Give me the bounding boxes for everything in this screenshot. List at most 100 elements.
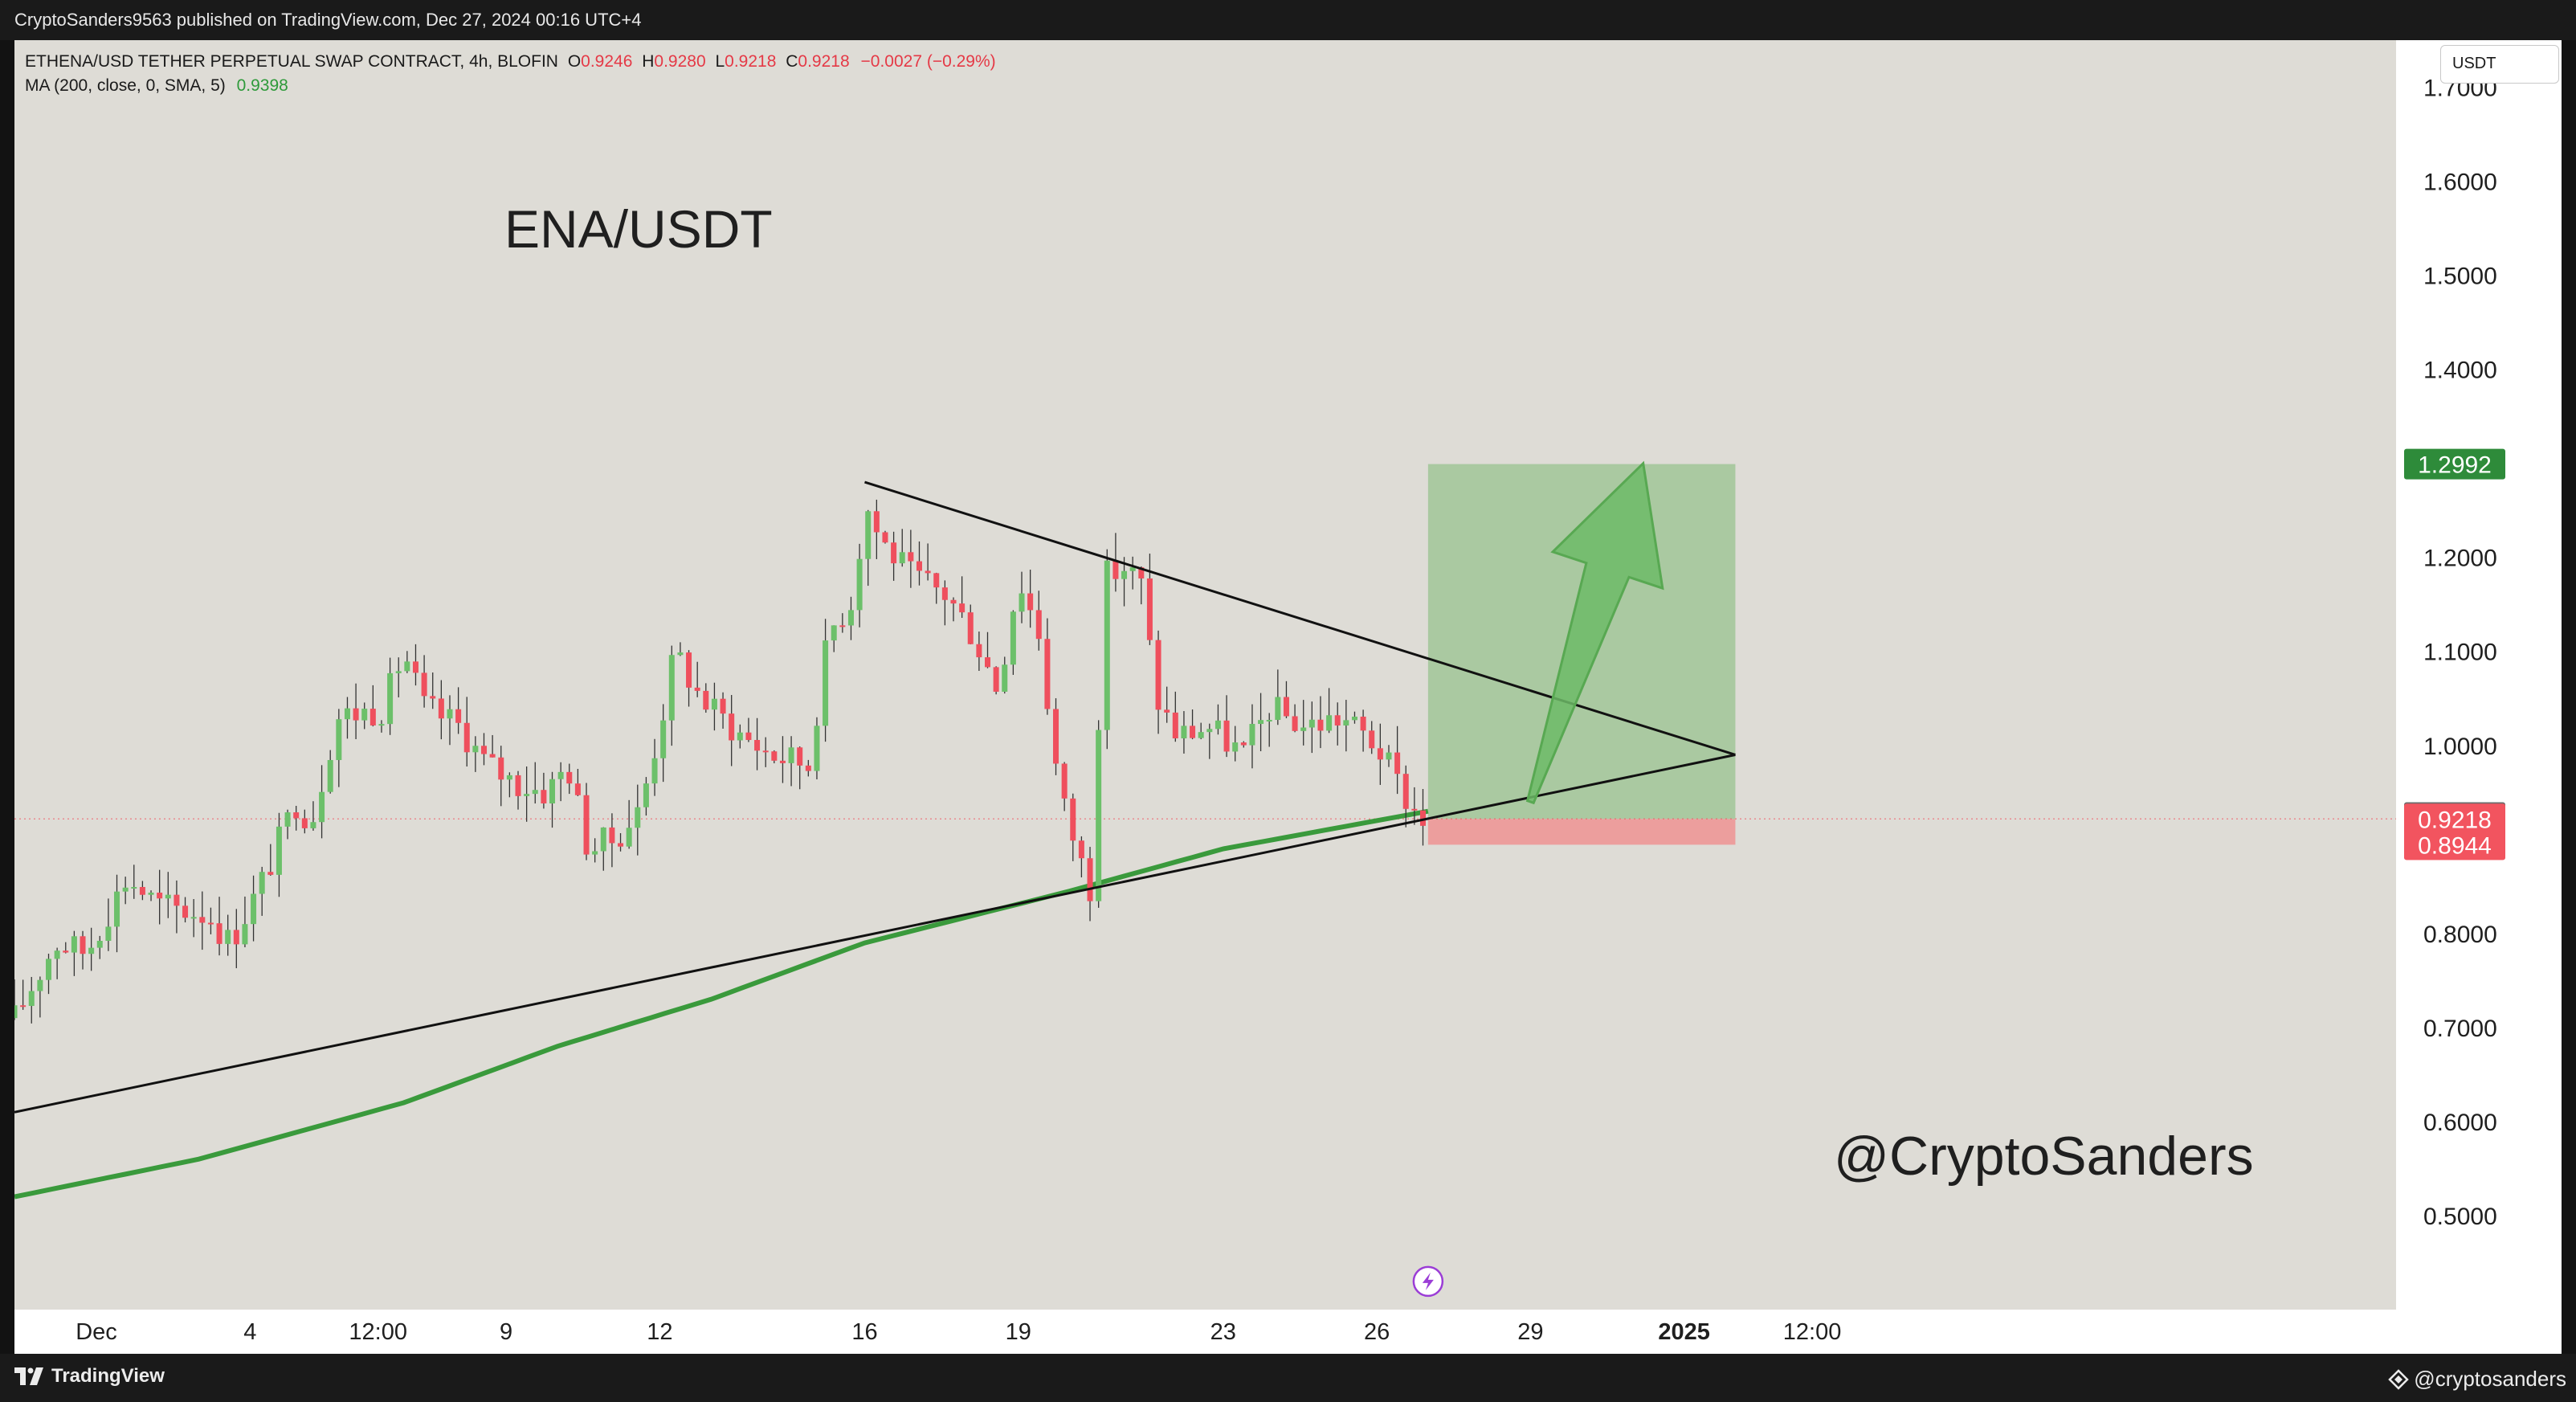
- candle[interactable]: [259, 872, 265, 894]
- candle[interactable]: [489, 754, 496, 758]
- candle[interactable]: [498, 757, 504, 780]
- candle[interactable]: [430, 696, 436, 699]
- candle[interactable]: [626, 828, 632, 847]
- candle[interactable]: [1096, 730, 1102, 901]
- candle[interactable]: [831, 625, 837, 641]
- support-trendline[interactable]: [14, 754, 1736, 1114]
- candle[interactable]: [1112, 560, 1119, 579]
- candle[interactable]: [541, 790, 547, 803]
- candle[interactable]: [745, 732, 752, 741]
- candle[interactable]: [524, 794, 530, 796]
- candle[interactable]: [251, 893, 257, 925]
- candle[interactable]: [1343, 720, 1349, 726]
- candle[interactable]: [754, 740, 761, 751]
- candle[interactable]: [549, 779, 556, 803]
- candle[interactable]: [882, 532, 888, 543]
- candle[interactable]: [574, 783, 581, 795]
- candle[interactable]: [847, 610, 854, 626]
- candle[interactable]: [805, 765, 811, 771]
- candle[interactable]: [762, 750, 769, 753]
- candle[interactable]: [225, 930, 231, 944]
- candle[interactable]: [668, 655, 675, 721]
- candle[interactable]: [207, 922, 214, 925]
- ma200-line[interactable]: [14, 808, 1429, 1200]
- candle[interactable]: [319, 791, 325, 823]
- candle[interactable]: [651, 758, 658, 784]
- candle[interactable]: [310, 822, 316, 828]
- candle[interactable]: [361, 709, 368, 721]
- candle[interactable]: [635, 807, 641, 828]
- candle[interactable]: [216, 923, 222, 944]
- candle[interactable]: [1232, 742, 1239, 752]
- candle[interactable]: [618, 843, 624, 847]
- candle[interactable]: [1087, 858, 1093, 901]
- candle[interactable]: [336, 719, 342, 760]
- candle[interactable]: [71, 936, 77, 953]
- candle[interactable]: [703, 690, 709, 710]
- candle[interactable]: [96, 941, 103, 948]
- candle[interactable]: [873, 511, 880, 533]
- candle[interactable]: [353, 708, 359, 721]
- price-chart[interactable]: ENA/USDT@CryptoSanders1.70001.60001.5000…: [14, 40, 2562, 1354]
- candle[interactable]: [344, 708, 350, 720]
- candle[interactable]: [276, 826, 282, 875]
- candle[interactable]: [1019, 593, 1025, 612]
- candle[interactable]: [1070, 798, 1076, 841]
- candle[interactable]: [293, 812, 300, 819]
- candle[interactable]: [1292, 716, 1298, 731]
- candle[interactable]: [1155, 640, 1161, 710]
- candle[interactable]: [1181, 726, 1187, 738]
- candle[interactable]: [1377, 748, 1383, 760]
- candle[interactable]: [566, 771, 573, 784]
- candle[interactable]: [694, 687, 700, 691]
- candle[interactable]: [506, 775, 512, 780]
- candle[interactable]: [771, 751, 778, 761]
- candle[interactable]: [1172, 712, 1178, 738]
- candle[interactable]: [122, 887, 129, 892]
- candle[interactable]: [1394, 752, 1401, 775]
- candle[interactable]: [28, 991, 35, 1007]
- candle[interactable]: [88, 947, 95, 954]
- candle[interactable]: [1206, 729, 1213, 733]
- stop-zone[interactable]: [1427, 819, 1736, 845]
- author-handle[interactable]: @cryptosanders: [2388, 1367, 2566, 1392]
- candle[interactable]: [1283, 697, 1289, 717]
- candle[interactable]: [54, 950, 60, 959]
- candle[interactable]: [933, 573, 940, 588]
- chart-panel[interactable]: ENA/USDT @CryptoSanders 1.7000 1.6000 1.5000…: [14, 40, 2562, 1354]
- tradingview-brand[interactable]: TradingView: [14, 1365, 165, 1388]
- bullish-arrow[interactable]: [1525, 460, 1664, 805]
- candle[interactable]: [1240, 742, 1247, 746]
- candle[interactable]: [472, 746, 479, 753]
- candle[interactable]: [182, 905, 189, 918]
- candle[interactable]: [1369, 730, 1375, 749]
- candle[interactable]: [677, 652, 684, 656]
- candle[interactable]: [779, 760, 786, 763]
- candle[interactable]: [737, 732, 743, 741]
- candle[interactable]: [856, 558, 863, 611]
- candle[interactable]: [976, 644, 982, 658]
- candle[interactable]: [438, 698, 444, 719]
- candle[interactable]: [1351, 716, 1357, 721]
- candle[interactable]: [1223, 720, 1230, 752]
- candle[interactable]: [1121, 570, 1128, 579]
- candle[interactable]: [583, 795, 590, 855]
- candle[interactable]: [14, 1005, 18, 1019]
- candle[interactable]: [378, 724, 385, 726]
- candle[interactable]: [1360, 716, 1366, 731]
- candle[interactable]: [993, 667, 999, 692]
- candle[interactable]: [720, 698, 726, 714]
- candle[interactable]: [1249, 724, 1255, 746]
- candle[interactable]: [1317, 719, 1324, 731]
- resistance-trendline[interactable]: [864, 480, 1736, 756]
- candle[interactable]: [891, 542, 897, 564]
- candle[interactable]: [1308, 719, 1315, 728]
- candle[interactable]: [916, 561, 922, 571]
- candle[interactable]: [447, 709, 453, 719]
- candle[interactable]: [369, 709, 376, 726]
- candle[interactable]: [729, 713, 735, 741]
- candle[interactable]: [387, 672, 394, 725]
- candle[interactable]: [959, 603, 965, 613]
- candle[interactable]: [63, 950, 69, 953]
- candle[interactable]: [1002, 664, 1008, 692]
